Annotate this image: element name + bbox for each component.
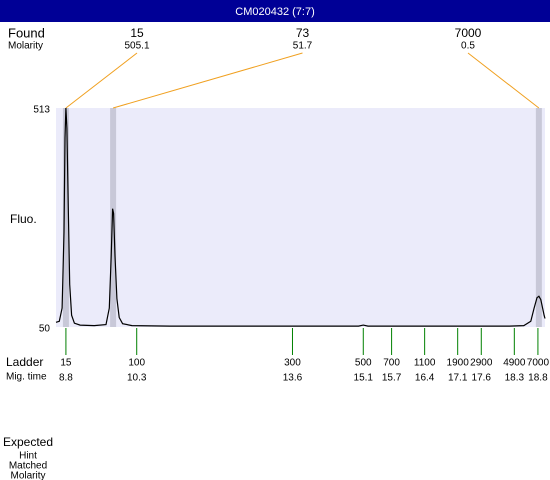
peak-size: 73 <box>296 26 310 40</box>
ladder-size: 4900 <box>503 358 526 369</box>
peak-link <box>65 52 138 109</box>
ladder-time: 18.8 <box>528 373 548 384</box>
plot-background <box>56 108 545 327</box>
ladder-time: 18.3 <box>505 373 525 384</box>
peak-link <box>112 52 303 109</box>
ladder-time: 17.6 <box>472 373 492 384</box>
ladder-time: 17.1 <box>448 373 468 384</box>
ladder-time: 8.8 <box>59 373 73 384</box>
ladder-size: 15 <box>60 358 72 369</box>
ladder-time: 15.1 <box>354 373 374 384</box>
ladder-size: 2900 <box>470 358 493 369</box>
ladder-label: Ladder <box>6 355 43 369</box>
peak-band <box>110 108 117 327</box>
ladder-time: 13.6 <box>283 373 303 384</box>
peak-link <box>467 52 540 109</box>
ladder-size: 7000 <box>527 358 550 369</box>
footer-label: Molarity <box>10 471 45 480</box>
trace <box>55 107 546 327</box>
ladder-time: 16.4 <box>415 373 435 384</box>
ladder-time: 10.3 <box>127 373 147 384</box>
ladder-size: 700 <box>383 358 400 369</box>
y-tick-label: 513 <box>33 105 50 116</box>
y-axis-label: Fluo. <box>10 212 37 226</box>
peak-size: 7000 <box>455 26 482 40</box>
title-bar <box>0 0 550 22</box>
ladder-size: 500 <box>355 358 372 369</box>
footer-label: Hint <box>19 451 37 462</box>
ladder-size: 300 <box>284 358 301 369</box>
molarity-label: Molarity <box>8 41 43 52</box>
chart-title: CM020432 (7:7) <box>235 6 315 18</box>
footer-label: Matched <box>9 461 47 472</box>
ladder-size: 1900 <box>447 358 470 369</box>
footer-label: Expected <box>3 435 53 449</box>
peak-molarity: 505.1 <box>124 41 149 52</box>
peak-band <box>62 108 69 327</box>
ladder-size: 100 <box>128 358 145 369</box>
mig-time-label: Mig. time <box>6 372 47 383</box>
peak-molarity: 51.7 <box>293 41 313 52</box>
peak-band <box>535 108 542 327</box>
ladder-size: 1100 <box>414 358 436 369</box>
peak-size: 15 <box>130 26 144 40</box>
y-tick-label: 50 <box>39 324 51 335</box>
ladder-time: 15.7 <box>382 373 402 384</box>
found-label: Found <box>8 25 45 40</box>
peak-molarity: 0.5 <box>461 41 475 52</box>
